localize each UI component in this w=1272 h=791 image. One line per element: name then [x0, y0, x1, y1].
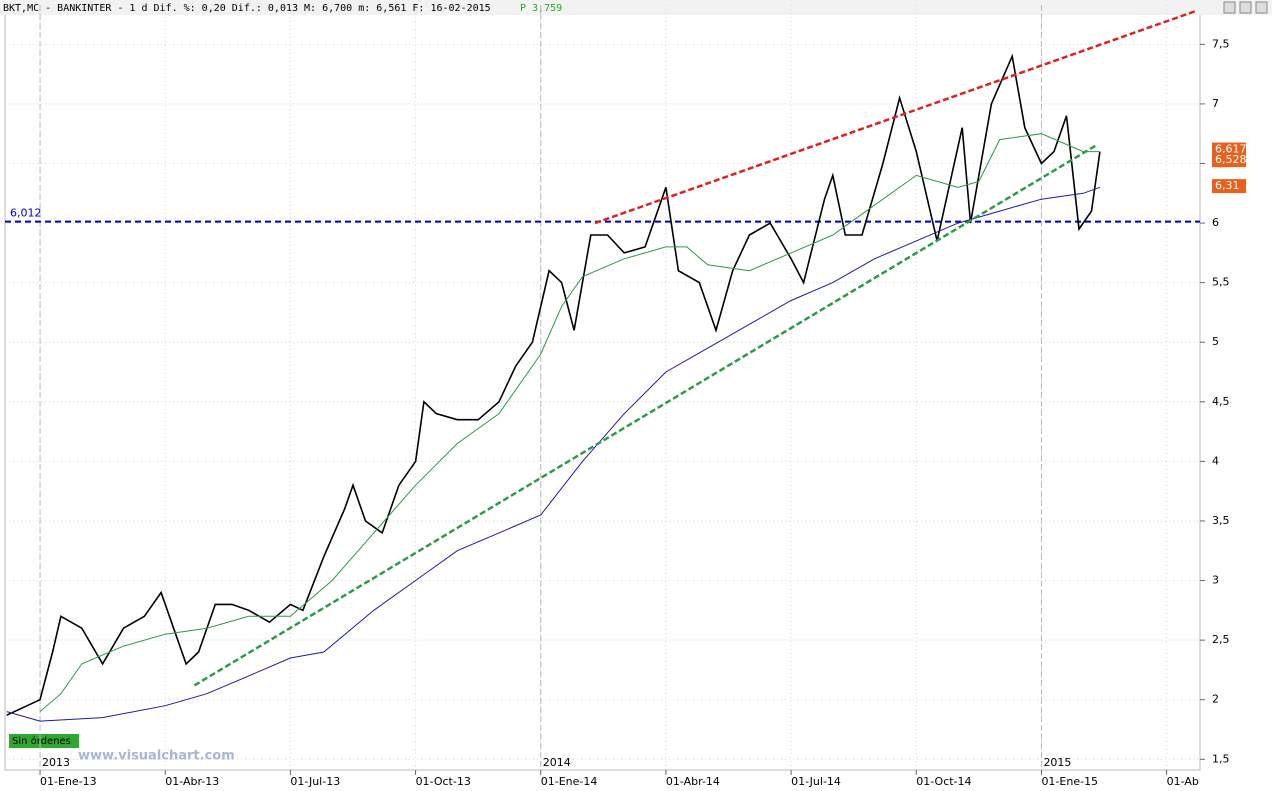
y-tick-label: 2,5 — [1212, 633, 1230, 646]
trend-line — [193, 144, 1097, 687]
series-line — [6, 186, 1101, 722]
x-tick-label: 01-Abr-13 — [165, 775, 219, 788]
window-buttons[interactable] — [1223, 1, 1268, 14]
y-tick-label: 5,5 — [1212, 276, 1230, 289]
price-tag — [1212, 179, 1246, 194]
price-tag-label: 6,617 — [1215, 143, 1247, 156]
y-tick-label: 4,5 — [1212, 395, 1230, 408]
y-tick-label: 3,5 — [1212, 514, 1230, 527]
year-label: 2015 — [1043, 756, 1071, 769]
header: BKT,MC - BANKINTER - 1 d Dif. %: 0,20 Di… — [3, 3, 491, 14]
y-tick-label: 2 — [1212, 693, 1219, 706]
maximize-button[interactable] — [1239, 1, 1252, 14]
price-tag — [1212, 142, 1246, 157]
y-tick-label: 3 — [1212, 574, 1219, 587]
x-tick-label: 01-Ene-15 — [1041, 775, 1098, 788]
trend-line — [594, 9, 1197, 225]
status-label: Sin órdenes — [12, 735, 71, 747]
x-tick-label: 01-Ab — [1167, 775, 1199, 788]
year-label: 2013 — [42, 756, 70, 769]
x-tick-label: 01-Abr-14 — [666, 775, 720, 788]
close-button[interactable] — [1255, 1, 1268, 14]
y-tick-label: 1,5 — [1212, 752, 1230, 765]
x-tick-label: 01-Jul-14 — [791, 775, 841, 788]
x-tick-label: 01-Ene-13 — [40, 775, 97, 788]
price-tag-label: 6,31 — [1215, 179, 1240, 192]
level-label: 6,012 — [10, 207, 42, 220]
minimize-button[interactable] — [1223, 1, 1236, 14]
watermark: www.visualchart.com — [78, 749, 235, 764]
status-box — [9, 734, 79, 748]
price-tag — [1212, 153, 1246, 168]
x-tick-label: 01-Jul-13 — [290, 775, 340, 788]
year-label: 2014 — [543, 756, 571, 769]
series-line — [39, 133, 1100, 712]
header-bar — [0, 0, 1272, 15]
x-tick-label: 01-Oct-14 — [916, 775, 971, 788]
y-tick-label: 7 — [1212, 97, 1219, 110]
y-tick-label: 6 — [1212, 216, 1219, 229]
y-tick-label: 4 — [1212, 454, 1219, 467]
y-tick-label: 5 — [1212, 335, 1219, 348]
y-tick-label: 7,5 — [1212, 37, 1230, 50]
x-tick-label: 01-Oct-13 — [416, 775, 471, 788]
x-tick-label: 01-Ene-14 — [541, 775, 598, 788]
price-tag-label: 6,528 — [1215, 153, 1247, 166]
